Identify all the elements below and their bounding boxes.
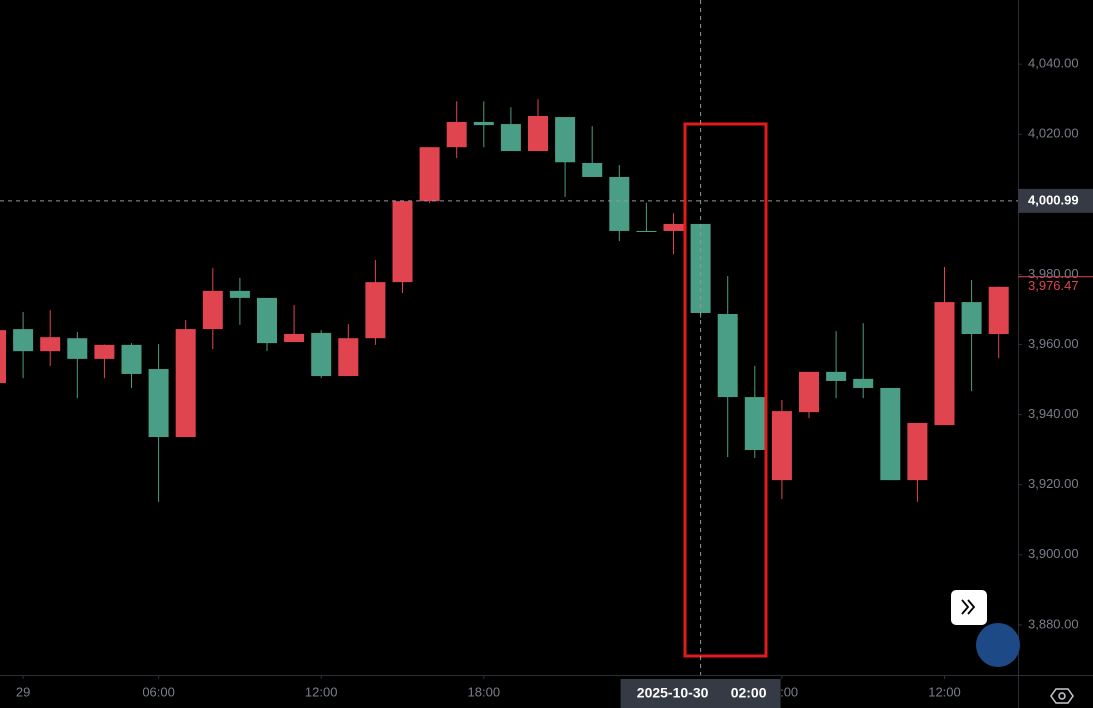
y-tick-label: 4,040.00 xyxy=(1028,56,1079,71)
candle-body xyxy=(636,230,657,233)
candle-body xyxy=(799,371,819,413)
x-tick-label: 18:00 xyxy=(468,684,501,699)
highlight-box xyxy=(683,122,768,658)
candle-body xyxy=(663,223,684,231)
candle-body xyxy=(582,162,603,177)
candle-body xyxy=(419,147,440,202)
candle-body xyxy=(771,411,792,481)
settings-button[interactable] xyxy=(1050,688,1074,704)
candle-body xyxy=(229,290,250,298)
y-tick-label: 3,960.00 xyxy=(1028,336,1079,351)
candle-body xyxy=(826,371,847,381)
candle-body xyxy=(202,290,223,330)
candle-body xyxy=(853,378,874,388)
candle-body xyxy=(392,201,413,283)
crosshair-x-label-bg xyxy=(620,679,781,708)
candle-body xyxy=(311,332,332,377)
y-tick-label: 4,020.00 xyxy=(1028,126,1079,141)
x-tick-label: 06:00 xyxy=(142,684,175,699)
candle-body xyxy=(690,223,711,313)
y-tick-label: 3,900.00 xyxy=(1028,546,1079,561)
candle-body xyxy=(961,302,982,334)
plot-area xyxy=(0,99,1009,502)
candle-body xyxy=(717,314,738,398)
x-tick-label: 12:00 xyxy=(928,684,961,699)
settings-icon[interactable] xyxy=(1050,688,1074,704)
candle-body xyxy=(934,302,955,426)
candle-body xyxy=(13,329,34,352)
candle-body xyxy=(988,286,1009,334)
candle-body xyxy=(257,297,277,344)
candle-body xyxy=(528,116,548,152)
candle-body xyxy=(148,369,169,438)
candle-body xyxy=(121,344,142,374)
candle-body xyxy=(555,117,576,163)
candle-body xyxy=(94,344,115,359)
y-tick-label: 3,880.00 xyxy=(1028,616,1079,631)
crosshair-y-label: 4,000.99 xyxy=(1028,192,1079,207)
candle-body xyxy=(0,330,6,384)
candle-body xyxy=(175,329,196,438)
y-tick-label: 3,940.00 xyxy=(1028,406,1079,421)
scroll-icon xyxy=(961,599,976,615)
y-tick-label: 3,920.00 xyxy=(1028,476,1079,491)
scroll-button-bg[interactable] xyxy=(951,590,987,625)
candle-body xyxy=(907,423,928,481)
candle-body xyxy=(284,333,305,343)
settings-icon-center xyxy=(1058,692,1066,700)
candle-body xyxy=(880,387,901,481)
candle-body xyxy=(446,121,467,148)
candle-body xyxy=(338,338,359,377)
candle-body xyxy=(40,337,61,352)
candle-body xyxy=(67,338,88,359)
candle-body xyxy=(744,397,765,450)
crosshair-date: 2025-10-30 xyxy=(637,685,709,701)
last-price-label: 3,976.47 xyxy=(1028,278,1079,293)
candle-body xyxy=(609,176,630,231)
crosshair-time: 02:00 xyxy=(731,685,767,701)
candle-body xyxy=(500,124,521,152)
candle-body xyxy=(473,121,494,126)
x-tick-label: 12:00 xyxy=(305,684,338,699)
x-tick-label: 29 xyxy=(16,684,30,699)
candle-body xyxy=(365,282,386,339)
crosshair-y-label-bg xyxy=(1018,188,1093,213)
scroll-button[interactable] xyxy=(951,590,987,625)
logo xyxy=(976,623,1020,667)
